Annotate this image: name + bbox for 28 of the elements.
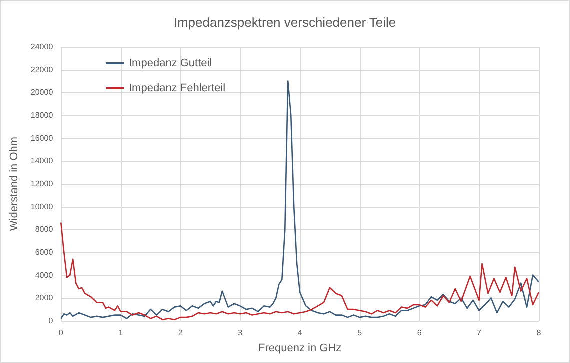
- y-tick-label: 18000: [30, 111, 54, 120]
- y-tick-label: 12000: [30, 180, 54, 188]
- x-tick-label: 2: [178, 328, 184, 338]
- x-tick-label: 3: [238, 328, 244, 338]
- x-axis-title: Frequenz in GHz: [258, 342, 342, 354]
- y-tick-label: 4000: [35, 270, 54, 280]
- y-tick-label: 14000: [30, 156, 54, 166]
- y-tick-label: 24000: [30, 42, 54, 52]
- x-tick-label: 1: [118, 328, 124, 338]
- legend-label: Impedanz Gutteil: [129, 58, 212, 70]
- y-tick-label: 8000: [35, 225, 54, 234]
- x-tick-label: 6: [417, 328, 422, 338]
- y-axis-title: Widerstand in Ohm: [8, 136, 20, 232]
- legend-label: Impedanz Fehlerteil: [129, 82, 226, 94]
- y-tick-label: 20000: [30, 88, 54, 98]
- y-tick-label: 22000: [30, 65, 54, 74]
- y-tick-label: 16000: [30, 134, 54, 143]
- x-tick-label: 0: [58, 328, 64, 338]
- y-tick-label: 2000: [35, 294, 54, 303]
- x-tick-label: 7: [477, 328, 482, 338]
- line-series: [60, 80, 540, 320]
- x-tick-label: 8: [536, 328, 542, 338]
- x-tick-label: 5: [358, 328, 363, 338]
- y-tick-label: 10000: [30, 202, 54, 212]
- chart-title: Impedanzspektren verschiedener Teile: [174, 15, 396, 30]
- x-tick-label: 4: [298, 328, 303, 338]
- y-tick-label: 6000: [35, 248, 54, 257]
- y-tick-label: 0: [48, 316, 54, 326]
